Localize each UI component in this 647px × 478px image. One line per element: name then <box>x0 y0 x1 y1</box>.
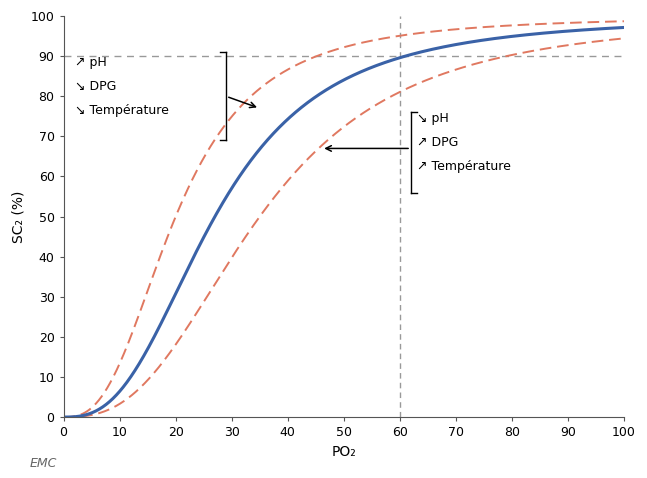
Text: ↘ DPG: ↘ DPG <box>75 80 116 93</box>
Y-axis label: SC₂ (%): SC₂ (%) <box>11 190 25 243</box>
Text: ↗ DPG: ↗ DPG <box>417 136 458 150</box>
X-axis label: PO₂: PO₂ <box>331 445 356 459</box>
Text: ↗ pH: ↗ pH <box>75 56 107 69</box>
Text: ↗ Température: ↗ Température <box>417 161 510 174</box>
Text: ↘ pH: ↘ pH <box>417 112 448 125</box>
Text: EMC: EMC <box>30 457 58 470</box>
Text: ↘ Température: ↘ Température <box>75 104 169 117</box>
